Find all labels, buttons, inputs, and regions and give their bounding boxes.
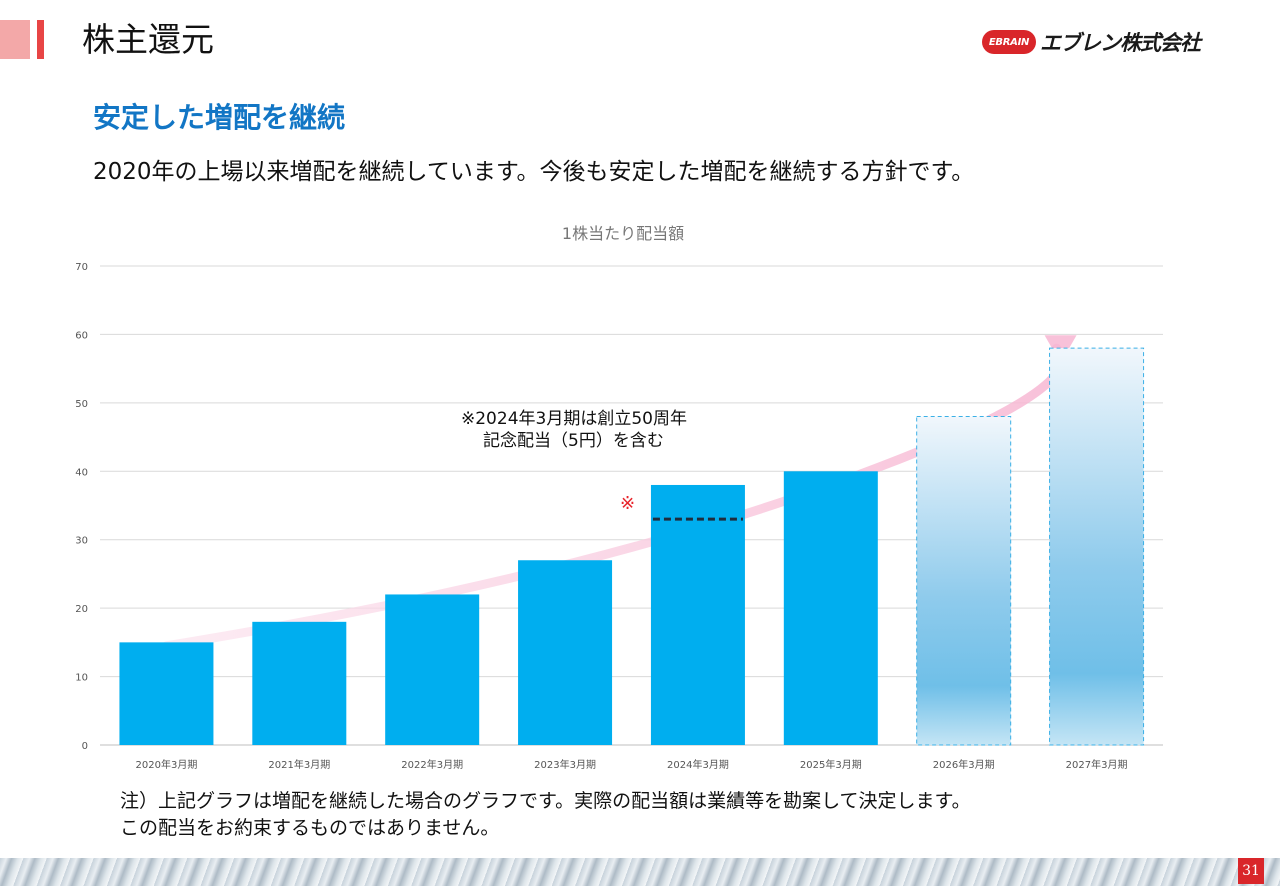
bar xyxy=(783,471,878,745)
title-accent-dark xyxy=(37,20,44,59)
bar xyxy=(385,594,480,745)
bar-projected xyxy=(1049,347,1145,746)
lead-text: 2020年の上場以来増配を継続しています。今後も安定した増配を継続する方針です。 xyxy=(93,159,975,185)
y-tick-label: 40 xyxy=(75,467,88,478)
bar xyxy=(252,621,347,745)
x-tick-label: 2022年3月期 xyxy=(401,758,463,771)
page-title: 株主還元 xyxy=(82,20,214,59)
chart-title: 1株当たり配当額 xyxy=(562,224,684,243)
bar-projected xyxy=(916,416,1012,746)
x-tick-label: 2021年3月期 xyxy=(268,758,330,771)
y-tick-label: 50 xyxy=(75,399,88,410)
logo-text: エブレン株式会社 xyxy=(1040,31,1201,55)
bar xyxy=(518,560,613,745)
y-tick-label: 30 xyxy=(75,536,88,547)
footnote: 注）上記グラフは増配を継続した場合のグラフです。実際の配当額は業績等を勘案して決… xyxy=(120,788,971,842)
y-tick-label: 0 xyxy=(82,741,88,752)
y-tick-label: 20 xyxy=(75,604,88,615)
trend-arrow-line xyxy=(161,343,1067,651)
footnote-line2: この配当をお約束するものではありません。 xyxy=(120,817,500,839)
bar xyxy=(119,642,214,745)
footer-band xyxy=(0,858,1280,886)
y-tick-label: 70 xyxy=(75,262,88,273)
company-logo: EBRAIN エブレン株式会社 xyxy=(982,28,1201,56)
x-tick-label: 2026年3月期 xyxy=(933,758,995,771)
x-tick-label: 2023年3月期 xyxy=(534,758,596,771)
logo-badge: EBRAIN xyxy=(982,30,1036,54)
x-tick-label: 2027年3月期 xyxy=(1066,758,1128,771)
annotation-mark: ※ xyxy=(620,493,635,514)
y-tick-label: 10 xyxy=(75,673,88,684)
x-tick-label: 2020年3月期 xyxy=(136,758,198,771)
x-tick-label: 2024年3月期 xyxy=(667,758,729,771)
footnote-line1: 注）上記グラフは増配を継続した場合のグラフです。実際の配当額は業績等を勘案して決… xyxy=(120,790,971,812)
y-tick-label: 60 xyxy=(75,330,88,341)
title-accent-light xyxy=(0,20,30,59)
page-number: 31 xyxy=(1238,858,1264,884)
section-subtitle: 安定した増配を継続 xyxy=(93,101,346,134)
bar xyxy=(650,484,745,745)
x-tick-label: 2025年3月期 xyxy=(800,758,862,771)
annotation-line2: 記念配当（5円）を含む xyxy=(483,430,664,451)
annotation-line1: ※2024年3月期は創立50周年 xyxy=(461,409,687,429)
